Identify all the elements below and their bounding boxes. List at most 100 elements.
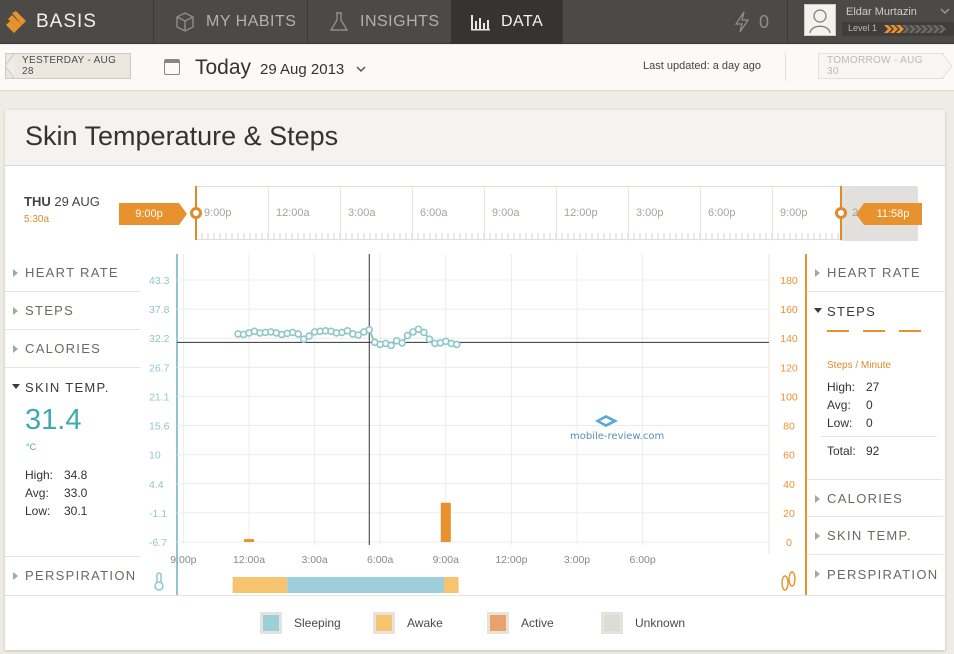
metric-skin-temp[interactable]: SKIN TEMP. xyxy=(807,517,943,555)
stat-value: 0 xyxy=(866,398,873,412)
y-axis-left-bg xyxy=(141,254,177,595)
skin-temp-value: 31.4 xyxy=(25,404,82,436)
y-right-tick: 80 xyxy=(783,421,795,433)
user-name: Eldar Murtazin xyxy=(846,6,917,18)
footsteps-icon xyxy=(781,571,796,591)
date-value[interactable]: 29 Aug 2013 xyxy=(260,61,345,78)
chevron-down-icon xyxy=(12,384,20,389)
metric-steps[interactable]: STEPS xyxy=(807,292,945,330)
top-nav: BASIS MY HABITS INSIGHTS DATA 0 Eldar Mu… xyxy=(0,0,954,44)
cursor-time: 5:30a xyxy=(24,214,50,225)
stat-value: 92 xyxy=(866,444,880,458)
range-end-handle[interactable] xyxy=(835,207,847,219)
x-tick: 12:00a xyxy=(233,554,265,566)
metric-label: PERSPIRATION xyxy=(25,568,137,583)
range-end-value: 11:58p xyxy=(876,208,910,220)
y-left-tick: 4.4 xyxy=(149,479,164,491)
x-tick: 6:00a xyxy=(367,554,393,566)
calendar-icon[interactable] xyxy=(164,59,180,75)
legend-unknown: Unknown xyxy=(601,612,685,634)
metric-heart-rate[interactable]: HEART RATE xyxy=(807,254,945,292)
stat-label: Total: xyxy=(827,444,856,458)
tab-insights[interactable]: INSIGHTS xyxy=(328,0,440,44)
tag-pointer-icon xyxy=(179,203,187,225)
metric-heart-rate[interactable]: HEART RATE xyxy=(5,254,141,292)
stat-label: Low: xyxy=(827,416,853,430)
dash xyxy=(827,330,849,332)
tab-my-habits[interactable]: MY HABITS xyxy=(174,0,296,44)
thermometer-icon xyxy=(154,572,164,591)
x-tick: 9:00p xyxy=(170,554,196,566)
day-label: THU 29 AUG xyxy=(24,194,100,209)
y-left-tick: 21.1 xyxy=(149,391,170,403)
metric-perspiration[interactable]: PERSPIRATION xyxy=(5,556,141,594)
nav-divider xyxy=(307,0,308,44)
points-value: 0 xyxy=(759,11,770,32)
level-label: Level 1 xyxy=(848,23,878,33)
lightning-icon xyxy=(734,11,750,33)
y-left-tick: 15.6 xyxy=(149,421,170,433)
next-day-button[interactable]: TOMORROW - AUG 30 xyxy=(818,53,952,79)
x-tick: 12:00p xyxy=(495,554,527,566)
previous-day-button[interactable]: YESTERDAY - AUG 28 xyxy=(5,53,131,79)
metric-calories[interactable]: CALORIES xyxy=(807,479,943,517)
legend-swatch xyxy=(260,612,282,634)
y-left-tick: -6.7 xyxy=(149,537,167,549)
next-day-label: TOMORROW - AUG 30 xyxy=(827,55,923,77)
metric-calories[interactable]: CALORIES xyxy=(5,330,141,368)
timeline-tick xyxy=(412,187,413,241)
day-state-segment xyxy=(287,577,444,593)
legend-label: Active xyxy=(521,616,554,630)
skin-temp-unit: °C xyxy=(26,442,37,452)
points-counter[interactable]: 0 xyxy=(733,8,769,36)
timeline-label: 6:00p xyxy=(708,207,736,219)
skin-temp-point xyxy=(425,335,434,344)
tab-data[interactable]: DATA xyxy=(451,0,562,44)
timeline-label: 3:00p xyxy=(636,207,664,219)
x-tick: 9:00a xyxy=(433,554,459,566)
range-start-value: 9:00p xyxy=(135,208,163,220)
date-title[interactable]: Today xyxy=(195,56,252,79)
stat-low: Low: 0 xyxy=(827,416,873,430)
user-menu[interactable]: Eldar Murtazin Level 1 xyxy=(804,4,954,40)
stat-value: 33.0 xyxy=(64,486,88,500)
metric-skin-temp[interactable]: SKIN TEMP. xyxy=(5,368,141,406)
range-start-handle[interactable] xyxy=(190,207,202,219)
weekday: THU xyxy=(24,194,51,209)
left-metric-list: HEART RATE STEPS CALORIES SKIN TEMP. 31.… xyxy=(5,254,141,583)
metric-label: HEART RATE xyxy=(25,265,119,280)
watermark-logo-icon xyxy=(595,415,618,427)
stat-total: Total: 92 xyxy=(827,444,879,458)
timeline-minor-ticks xyxy=(196,233,839,239)
stat-low: Low: 30.1 xyxy=(25,504,87,518)
legend-label: Unknown xyxy=(635,616,686,630)
stat-avg: Avg: 33.0 xyxy=(25,486,87,500)
chevron-right-icon xyxy=(13,345,18,353)
legend-label: Sleeping xyxy=(294,616,341,630)
chevron-down-icon xyxy=(814,308,822,313)
data-panel: Skin Temperature & Steps THU 29 AUG 5:30… xyxy=(5,110,945,650)
stat-label: Avg: xyxy=(827,398,851,412)
y-right-tick: 60 xyxy=(783,450,795,462)
stat-avg: Avg: 0 xyxy=(827,398,873,412)
timeline-tick xyxy=(484,187,485,241)
timeline-track[interactable]: 9:00p 12:00a 3:00a 6:00a 9:00a 12:00p 3:00p 6:0… xyxy=(195,186,918,241)
y-left-tick: 10 xyxy=(149,450,161,462)
legend-awake: Awake xyxy=(373,612,443,634)
timeline-label: 3:00a xyxy=(348,207,376,219)
x-tick: 3:00a xyxy=(301,554,327,566)
avatar xyxy=(804,4,836,36)
metric-steps[interactable]: STEPS xyxy=(5,292,141,330)
dash xyxy=(863,330,885,332)
chevron-down-icon xyxy=(940,8,950,15)
previous-day-label: YESTERDAY - AUG 28 xyxy=(22,55,117,77)
tab-label: DATA xyxy=(501,13,544,30)
timeline-label: 6:00a xyxy=(420,207,448,219)
metric-perspiration[interactable]: PERSPIRATION xyxy=(807,555,943,593)
chevron-down-icon[interactable] xyxy=(356,66,366,73)
stat-label: Low: xyxy=(25,504,51,518)
basis-logo[interactable]: BASIS xyxy=(6,9,97,35)
chevron-right-icon xyxy=(13,307,18,315)
timeline-label: 2 xyxy=(852,207,859,219)
